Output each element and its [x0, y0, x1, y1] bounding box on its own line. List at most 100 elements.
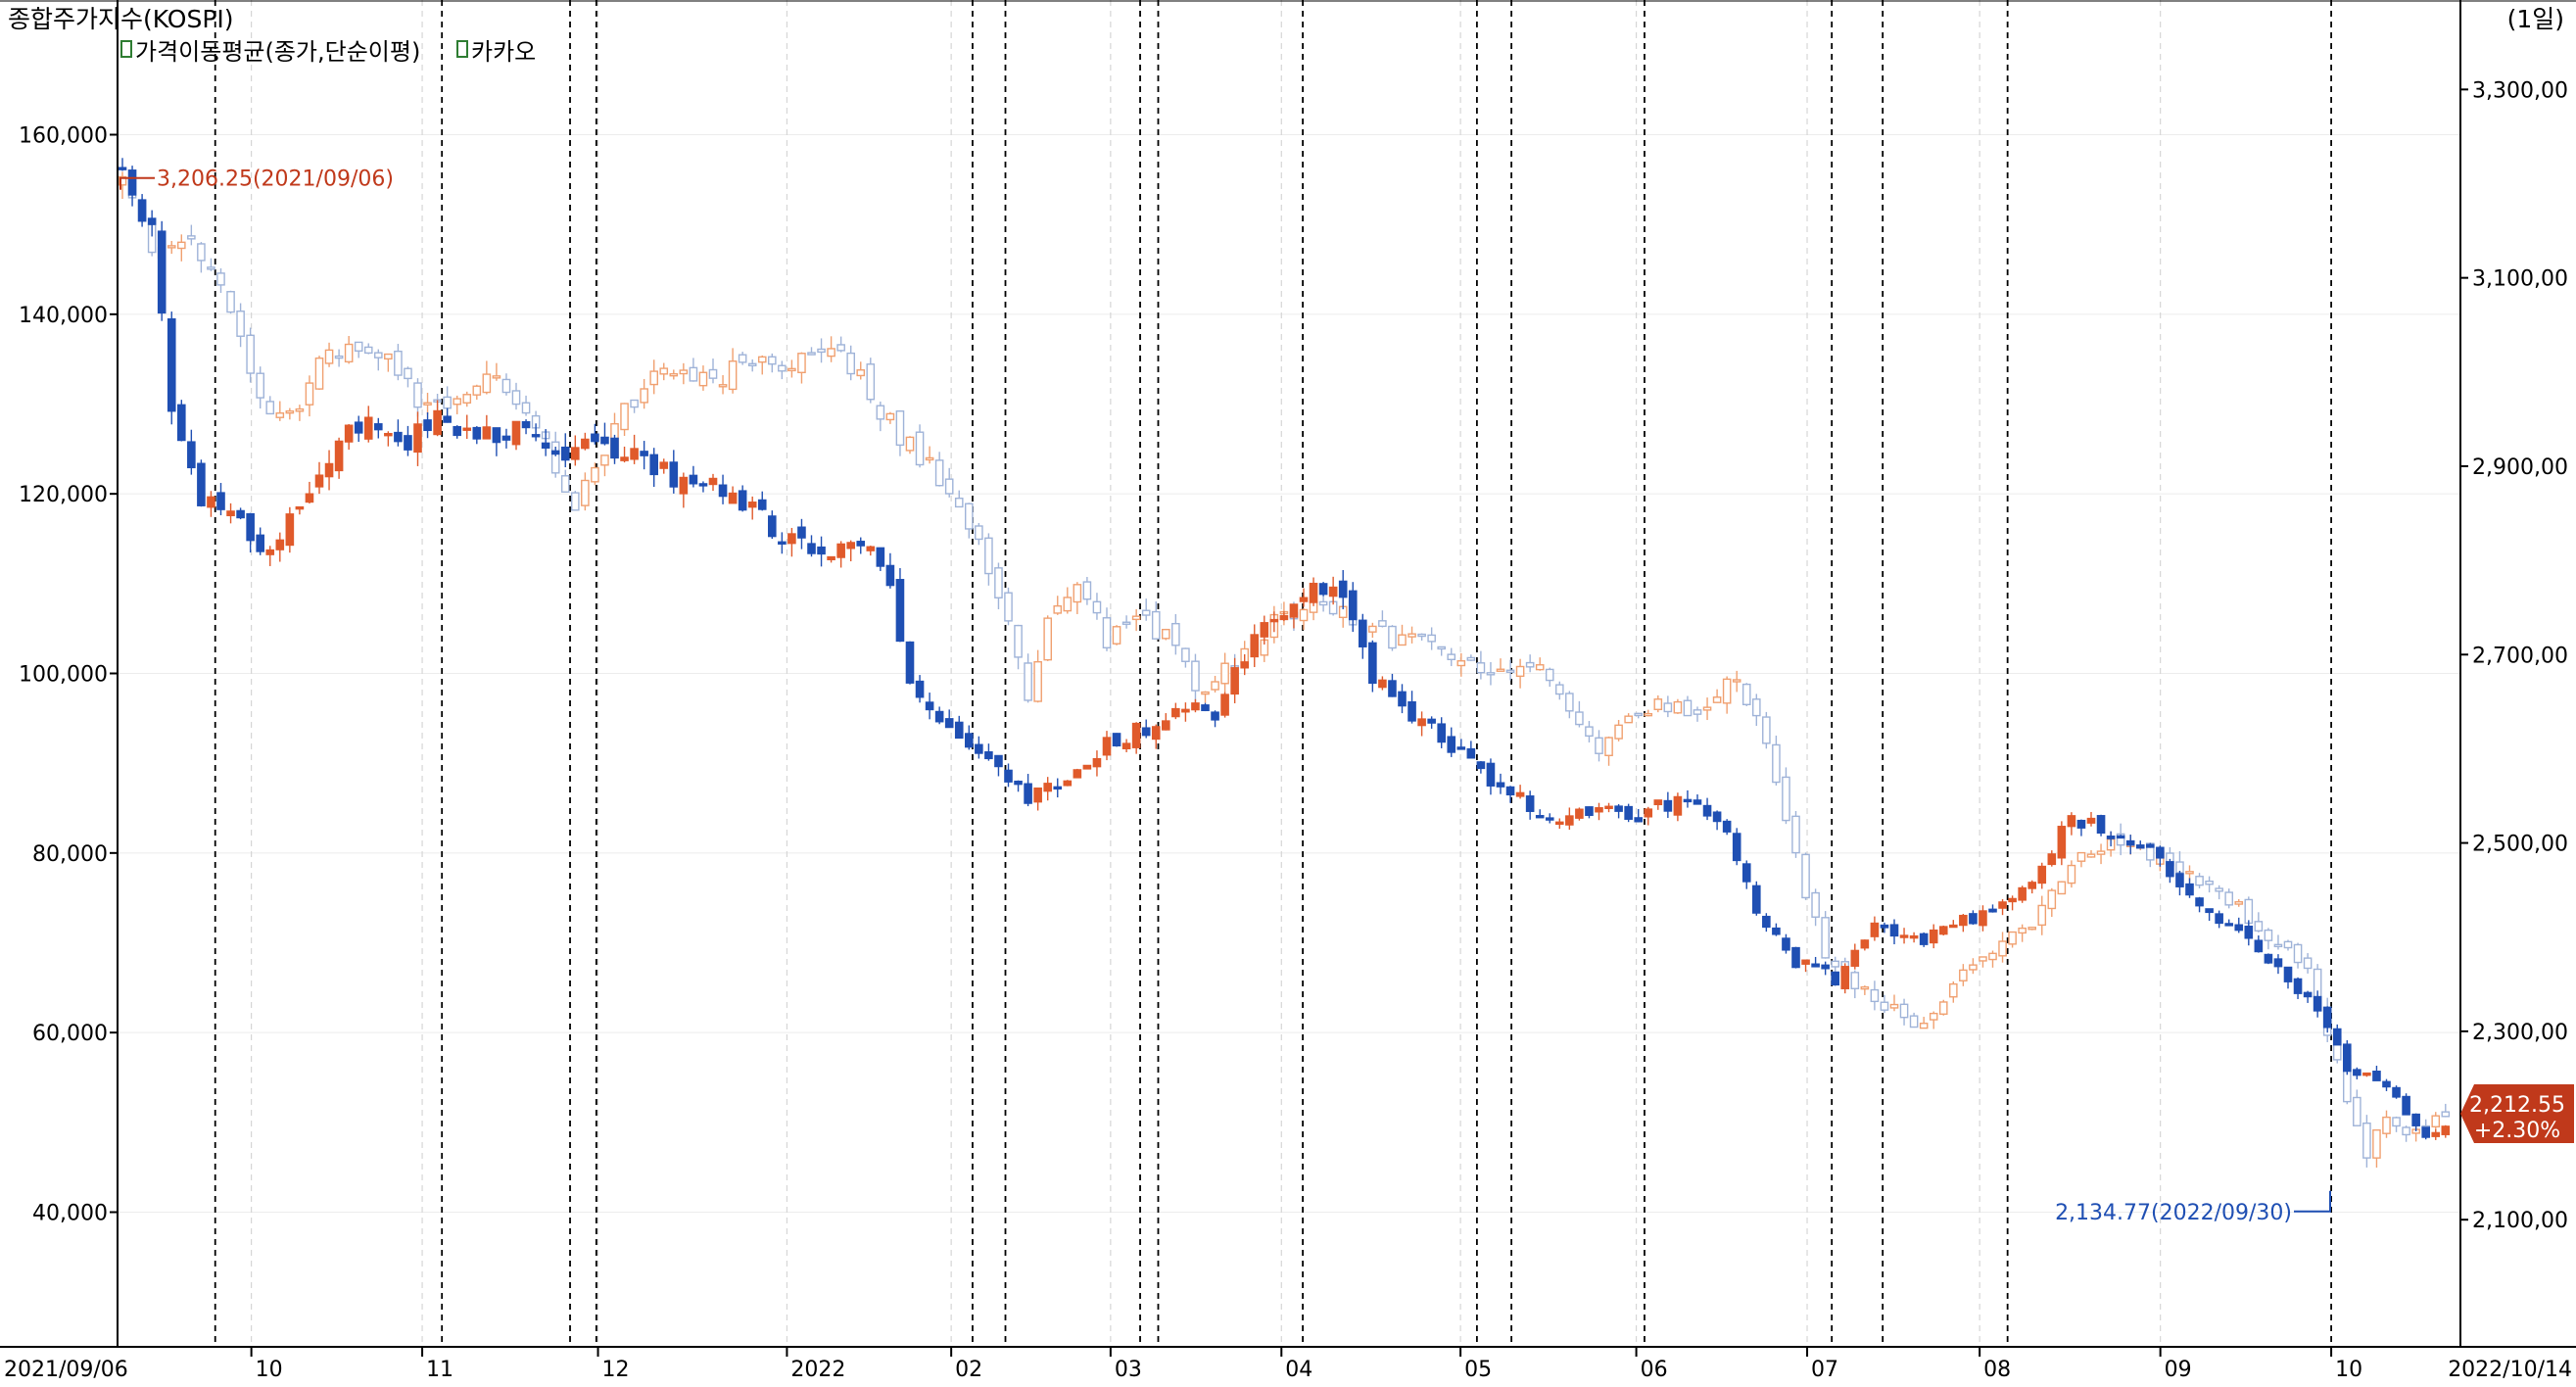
kospi-candle-body: [2392, 1117, 2401, 1127]
kakao-candle-body: [1762, 915, 1771, 929]
kospi-candle-body: [1595, 737, 1603, 754]
kakao-candle-body: [1782, 937, 1790, 951]
kospi-candle-body: [2096, 850, 2106, 855]
kakao-candle-body: [1545, 817, 1554, 821]
right-axis: 3,300,00 3,100,00 2,900,00 2,700,00 2,500,00…: [2460, 78, 2568, 1233]
kospi-candle-body: [778, 364, 787, 372]
kakao-candle-body: [344, 424, 354, 443]
x-tick-label: 06: [1641, 1358, 1668, 1382]
kakao-candle-body: [462, 427, 472, 431]
kakao-candle-body: [2342, 1043, 2352, 1073]
kospi-candle-body: [492, 375, 501, 379]
kakao-candle-body: [2195, 897, 2204, 907]
kakao-candle-body: [640, 451, 648, 456]
kospi-candle-body: [2234, 901, 2244, 905]
kospi-candle-body: [1151, 610, 1161, 640]
kakao-candle-body: [610, 437, 619, 459]
kospi-candle-body: [984, 537, 993, 575]
kospi-candle-body: [600, 454, 609, 466]
kakao-candle-body: [1948, 924, 1958, 929]
kakao-candle-body: [404, 435, 412, 451]
kospi-candle-body: [1782, 776, 1790, 822]
kakao-candle-body: [137, 199, 147, 222]
kakao-candle-body: [944, 718, 954, 729]
kospi-candle-body: [236, 311, 245, 337]
kospi-candle-body: [1929, 1012, 1938, 1021]
kospi-candle-body: [1082, 581, 1092, 600]
kakao-candle-body: [314, 474, 324, 488]
kospi-candle-body: [1161, 628, 1170, 640]
kospi-candle-body: [975, 525, 983, 541]
kakao-candle-body: [423, 419, 432, 432]
kospi-candle-body: [1515, 665, 1525, 678]
x-tick-label: 11: [426, 1358, 453, 1382]
kospi-candle-body: [1201, 691, 1210, 695]
kakao-candle-body: [1899, 934, 1909, 938]
kospi-candle-body: [1466, 656, 1476, 661]
legend: 가격이동평균(종가,단순이평) 카카오: [120, 38, 536, 66]
kospi-candle-body: [1141, 609, 1151, 616]
kospi-candle-body: [915, 431, 925, 466]
x-tick-label: 07: [1811, 1358, 1838, 1382]
kakao-candle-body: [1201, 704, 1210, 712]
x-tick-label: 02: [955, 1358, 982, 1382]
kakao-candle-body: [2008, 897, 2017, 903]
kakao-candle-body: [1644, 808, 1653, 818]
kakao-candle-body: [827, 555, 835, 560]
kakao-candle-body: [876, 547, 885, 567]
kospi-candle-body: [374, 352, 383, 359]
kakao-candle-body: [236, 509, 245, 519]
kakao-candle-body: [1121, 742, 1131, 749]
kospi-candle-body: [2293, 943, 2303, 964]
kakao-candle-body: [1004, 769, 1013, 783]
kospi-candle-body: [1712, 696, 1722, 703]
kospi-candle-body: [659, 367, 669, 375]
kakao-candle-body: [1860, 939, 1870, 949]
kakao-candle-body: [866, 546, 876, 551]
x-tick-label: 10: [2335, 1358, 2362, 1382]
legend-item-ma: 가격이동평균(종가,단순이평): [135, 38, 420, 66]
kakao-candle-body: [1821, 964, 1830, 970]
kospi-candle-body: [1801, 853, 1810, 899]
kospi-candle-body: [2205, 880, 2214, 885]
kakao-candle-body: [591, 433, 599, 443]
kakao-candle-body: [1456, 746, 1466, 750]
kospi-candle-body: [363, 346, 373, 355]
kospi-candle-body: [2215, 887, 2223, 892]
x-tick-label: 10: [256, 1358, 283, 1382]
kakao-candle-body: [984, 751, 993, 760]
kospi-candle-body: [1024, 662, 1032, 701]
kospi-candle-body: [787, 367, 796, 372]
kakao-candle-body: [738, 490, 747, 511]
kospi-candle-body: [581, 479, 590, 506]
kospi-candle-body: [640, 388, 648, 404]
kospi-candle-body: [1456, 660, 1466, 667]
kakao-candle-body: [1388, 680, 1397, 697]
kakao-candle-body: [1230, 667, 1239, 695]
kospi-candles: [118, 171, 2451, 1169]
kospi-candle-body: [1889, 1003, 1899, 1009]
high-annotation-label: 3,206.25(2021/09/06): [157, 167, 394, 192]
event-lines: [214, 0, 2332, 1347]
kospi-candle-body: [1673, 700, 1683, 714]
kospi-candle-body: [2441, 1111, 2451, 1118]
kospi-candle-body: [954, 498, 964, 508]
kospi-candle-body: [1938, 1001, 1948, 1015]
legend-item-kakao: 카카오: [471, 38, 536, 66]
kospi-candle-body: [1979, 956, 1987, 962]
kospi-candle-body: [689, 366, 698, 382]
kakao-candle-body: [1161, 720, 1170, 731]
kospi-candle-body: [1732, 679, 1741, 683]
kospi-candle-body: [747, 362, 757, 367]
kospi-candle-body: [1791, 815, 1800, 854]
kospi-candle-body: [1525, 661, 1535, 668]
chart-title: 종합주가지수(KOSPI): [8, 5, 234, 33]
left-tick-label: 140,000: [19, 304, 108, 328]
kakao-candle-body: [2332, 1028, 2342, 1046]
kakao-candle-body: [1033, 787, 1042, 803]
last-value-badge: [2460, 1083, 2574, 1143]
low-annotation: 2,134.77(2022/09/30): [2055, 1190, 2331, 1225]
kospi-candle-body: [1102, 617, 1112, 648]
kospi-candle-body: [649, 370, 658, 386]
kospi-candle-body: [1112, 626, 1121, 645]
